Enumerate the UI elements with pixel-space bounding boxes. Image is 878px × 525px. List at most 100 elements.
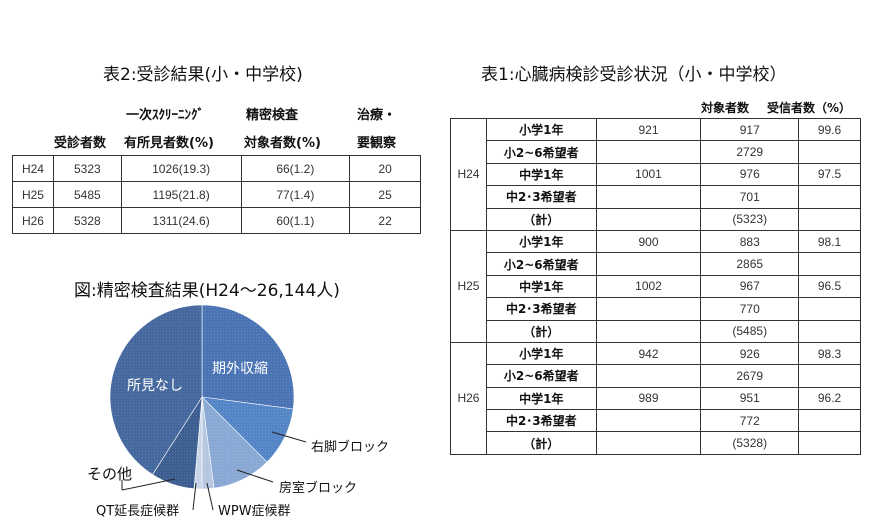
received-count-cell: 967 [700,274,800,299]
percent-cell [798,319,861,343]
pie-label-av-block: 房室ブロック [279,481,358,496]
table-row: 中2･3希望者 772 [451,409,861,433]
table2-header-findings: 有所見者数(%) [124,136,214,151]
leader-lines [121,431,307,511]
year-cell: H26 [12,207,54,234]
percent-cell: 99.6 [798,117,861,142]
year-cell: H25 [12,181,54,208]
category-cell: 中2･3希望者 [485,185,597,209]
year-cell: H24 [12,155,54,182]
category-cell: 小2~6希望者 [485,140,597,164]
category-cell: 小学1年 [485,117,597,142]
percent-cell [798,431,861,455]
pie-title: 図:精密検査結果(H24～26,144人) [74,281,340,301]
received-count-cell: 701 [700,185,800,209]
percent-cell: 96.2 [798,386,861,411]
pie-label-premature-contraction: 期外収縮 [212,361,268,377]
percent-cell [798,409,861,433]
table-row: 中学1年 1001 976 97.5 [451,162,861,187]
received-count-cell: 2729 [700,140,800,164]
table2: H24 5323 1026(19.3) 66(1.2) 20 H25 5485 … [12,155,421,234]
received-count-cell: (5328) [700,431,800,455]
table-row: H26 小学1年 942 926 98.3 [450,341,861,455]
category-cell: （計） [485,319,597,343]
target-count-cell: 942 [595,341,702,366]
pie-slice-texture [152,397,202,489]
table-row: 小2~6希望者 2679 [451,364,861,388]
percent-cell [798,140,861,164]
target-count-cell [595,185,702,209]
table-row: 中学1年 989 951 96.2 [451,386,861,411]
pie-slice-texture [110,305,202,475]
target-count-cell [595,297,702,321]
table-row: H24 小学1年 921 917 99.6 [450,117,861,231]
table-row: 小2~6希望者 2729 [451,140,861,164]
table1-title: 表1:心臓病検診受診状況（小・中学校） [481,65,787,85]
received-count-cell: 926 [700,341,800,366]
target-count-cell [595,252,702,276]
percent-cell [798,297,861,321]
percent-cell: 96.5 [798,274,861,299]
percent-cell: 98.3 [798,341,861,366]
table-row: H24 5323 1026(19.3) 66(1.2) 20 [12,155,421,182]
pie-slice-texture [202,397,215,489]
detailed-cell: 77(1.4) [240,181,351,208]
target-count-cell [595,409,702,433]
detailed-cell: 60(1.1) [240,207,351,234]
table-row: H25 小学1年 900 883 98.1 [450,229,861,343]
percent-cell [798,207,861,231]
target-count-cell: 1002 [595,274,702,299]
pie-slice-texture [202,305,294,410]
percent-cell [798,185,861,209]
pie-label-rbbb: 右脚ブロック [311,440,390,455]
table-row: H25 5485 1195(21.8) 77(1.4) 25 [12,181,421,208]
table2-header-observe: 要観察 [357,136,397,151]
category-cell: 中2･3希望者 [485,409,597,433]
category-cell: （計） [485,207,597,231]
table2-title: 表2:受診結果(小・中学校) [103,65,303,85]
pie-label-other: その他 [87,465,133,483]
percent-cell: 98.1 [798,229,861,254]
table-row: 中2･3希望者 770 [451,297,861,321]
category-cell: 小学1年 [485,341,597,366]
table-row: 中2･3希望者 701 [451,185,861,209]
treatment-cell: 20 [349,155,421,182]
received-count-cell: 2679 [700,364,800,388]
findings-cell: 1311(24.6) [120,207,242,234]
table1-header-received: 受信者数（%） [767,101,852,115]
category-cell: 中学1年 [485,162,597,187]
pie-label-no-findings: 所見なし [127,378,183,394]
category-cell: 中学1年 [485,386,597,411]
table-row: （計） (5323) [451,207,861,231]
category-cell: 小2~6希望者 [485,252,597,276]
received-count-cell: 883 [700,229,800,254]
received-count-cell: (5485) [700,319,800,343]
pie-slice-texture [202,397,268,489]
table-row: H26 5328 1311(24.6) 60(1.1) 22 [12,207,421,234]
target-count-cell [595,319,702,343]
table2-header-detailed-count: 対象者数(%) [244,136,321,151]
received-count-cell: 772 [700,409,800,433]
category-cell: 小学1年 [485,229,597,254]
pie-slice-texture [202,397,294,463]
treatment-cell: 22 [349,207,421,234]
target-count-cell: 1001 [595,162,702,187]
percent-cell [798,252,861,276]
examinees-cell: 5485 [52,181,122,208]
table1: H24 小学1年 921 917 99.6 小2~6希望者 2729 中学1年 1001 976 9… [450,117,861,455]
table2-header-detailed: 精密検査 [246,108,299,123]
table2-header-screening: 一次ｽｸﾘｰﾆﾝｸﾞ [126,108,205,123]
table-row: 中学1年 1002 967 96.5 [451,274,861,299]
received-count-cell: (5323) [700,207,800,231]
percent-cell: 97.5 [798,162,861,187]
received-count-cell: 2865 [700,252,800,276]
target-count-cell: 921 [595,117,702,142]
target-count-cell [595,431,702,455]
category-cell: 中学1年 [485,274,597,299]
table-row: 小2~6希望者 2865 [451,252,861,276]
category-cell: 小2~6希望者 [485,364,597,388]
received-count-cell: 917 [700,117,800,142]
target-count-cell [595,364,702,388]
target-count-cell [595,140,702,164]
